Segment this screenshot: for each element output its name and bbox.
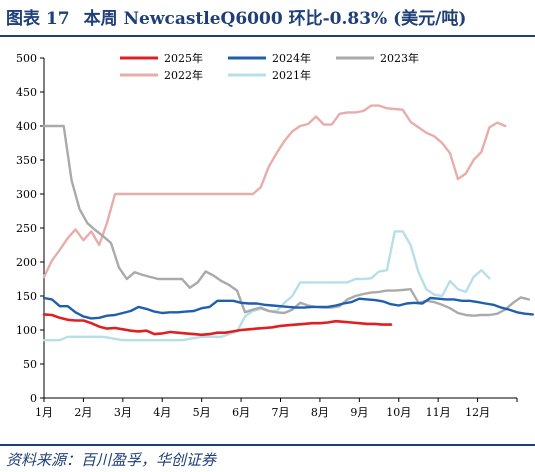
y-tick-label: 100 (16, 324, 37, 337)
series-line-1 (42, 296, 534, 320)
series-line-4 (42, 230, 491, 342)
series-line-2 (42, 124, 530, 317)
x-tick-label: 8月 (311, 406, 329, 419)
series-line-3 (42, 104, 507, 279)
y-tick-label: 0 (30, 392, 37, 405)
x-tick-label: 10月 (386, 406, 411, 419)
x-tick-label: 1月 (35, 406, 53, 419)
figure-label: 图表 17 (6, 9, 70, 29)
y-tick-label: 200 (16, 256, 37, 269)
y-tick-label: 250 (16, 222, 37, 235)
y-tick-label: 400 (16, 120, 37, 133)
x-tick-label: 4月 (153, 406, 171, 419)
x-tick-label: 9月 (350, 406, 368, 419)
chart-legend: 2025年 2024年 2023年 2022年 2021年 (120, 51, 419, 82)
legend-label: 2022年 (164, 68, 203, 82)
chart-series (42, 104, 534, 342)
y-tick-label: 350 (16, 154, 37, 167)
source-note: 资料来源：百川盈孚，华创证券 (6, 451, 217, 469)
series-line-0 (42, 313, 393, 337)
legend-label: 2023年 (380, 51, 419, 65)
title-rule (0, 35, 535, 37)
chart-axes: 0 50 100 150 200 250 300 350 400 450 500 1月 2月 3月 4月 5月… (16, 52, 518, 419)
legend-label: 2025年 (164, 51, 203, 65)
legend-label: 2024年 (272, 51, 311, 65)
source-rule (0, 444, 535, 446)
x-tick-label: 5月 (193, 406, 211, 419)
x-tick-label: 3月 (114, 406, 132, 419)
chart-title: 图表 17 本周 NewcastleQ6000 环比-0.83% (美元/吨) (6, 6, 530, 32)
y-tick-label: 450 (16, 86, 37, 99)
y-tick-label: 50 (23, 358, 37, 371)
y-tick-label: 150 (16, 290, 37, 303)
title-text: 本周 NewcastleQ6000 环比-0.83% (美元/吨) (83, 9, 467, 29)
x-tick-label: 6月 (232, 406, 250, 419)
x-tick-label: 11月 (426, 406, 451, 419)
x-tick-label: 12月 (465, 406, 490, 419)
x-tick-label: 7月 (272, 406, 290, 419)
legend-label: 2021年 (272, 68, 311, 82)
y-tick-label: 300 (16, 188, 37, 201)
x-tick-label: 2月 (74, 406, 92, 419)
y-tick-label: 500 (16, 52, 37, 65)
